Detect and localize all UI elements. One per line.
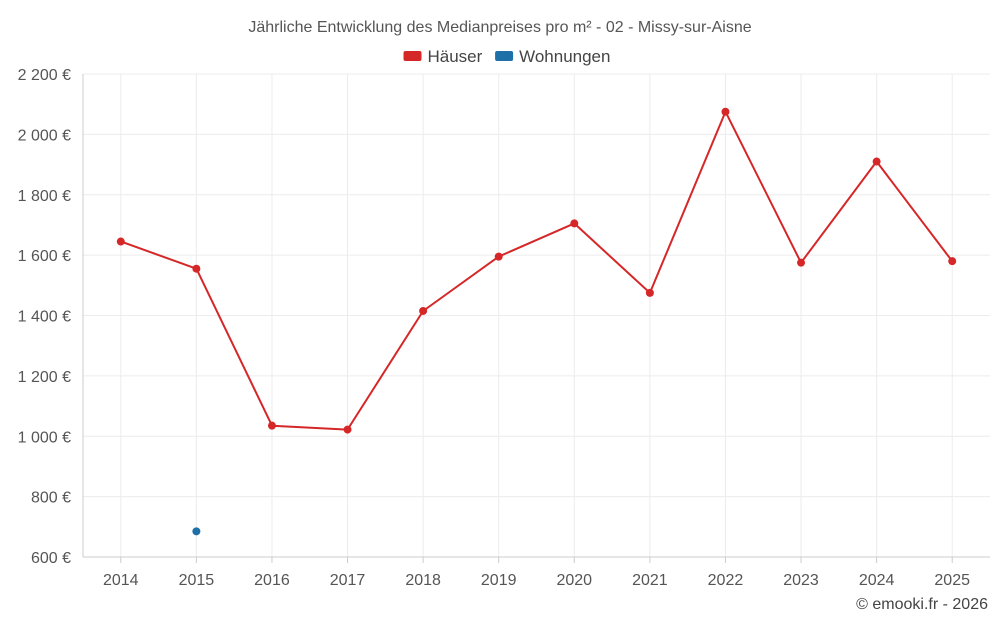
series-1 [192, 527, 201, 536]
x-tick-label: 2016 [254, 572, 290, 589]
series-0-point[interactable] [721, 107, 730, 116]
x-tick-label: 2018 [405, 572, 441, 589]
x-tick-label: 2025 [934, 572, 970, 589]
y-tick-label: 600 € [31, 550, 71, 567]
axes: 600 € 800 € 1 000 € 1 200 € 1 400 € 1 600 € 1 … [18, 67, 990, 589]
series-layer [116, 107, 957, 536]
series-0-point[interactable] [797, 258, 806, 267]
x-tick-label: 2021 [632, 572, 668, 589]
x-tick-label: 2019 [481, 572, 517, 589]
y-tick-label: 1 200 € [18, 369, 71, 386]
series-0-point[interactable] [948, 257, 957, 266]
legend-item-1[interactable]: Wohnungen [495, 47, 610, 66]
legend-swatch [403, 51, 422, 61]
x-tick-label: 2024 [859, 572, 895, 589]
series-0-point[interactable] [645, 288, 654, 297]
grid [83, 73, 990, 558]
legend-item-0[interactable]: Häuser [403, 47, 483, 66]
series-0-line [120, 110, 953, 431]
legend-label: Häuser [428, 47, 483, 66]
x-tick-label: 2020 [556, 572, 592, 589]
series-0-point[interactable] [343, 425, 352, 434]
y-tick-label: 1 400 € [18, 309, 71, 326]
legend-swatch [495, 51, 514, 61]
y-tick-label: 1 000 € [18, 429, 71, 446]
x-tick-label: 2014 [103, 572, 139, 589]
series-0-point[interactable] [192, 264, 201, 273]
chart-title: Jährliche Entwicklung des Medianpreises … [248, 19, 751, 36]
x-tick-label: 2023 [783, 572, 819, 589]
legend-label: Wohnungen [519, 47, 610, 66]
legend[interactable]: Häuser Wohnungen [403, 47, 611, 66]
series-0-point[interactable] [419, 306, 428, 315]
x-tick-label: 2015 [179, 572, 215, 589]
series-0-point[interactable] [267, 421, 276, 430]
y-tick-label: 1 600 € [18, 248, 71, 265]
y-tick-label: 1 800 € [18, 188, 71, 205]
series-0-point[interactable] [116, 237, 125, 246]
x-tick-label: 2017 [330, 572, 366, 589]
y-tick-label: 800 € [31, 490, 71, 507]
series-1-point[interactable] [192, 527, 201, 536]
series-0-point[interactable] [872, 157, 881, 166]
credit-label: © emooki.fr - 2026 [856, 596, 988, 613]
series-0 [116, 107, 957, 434]
series-0-point[interactable] [494, 252, 503, 261]
y-tick-label: 2 000 € [18, 127, 71, 144]
y-tick-label: 2 200 € [18, 67, 71, 84]
x-tick-label: 2022 [708, 572, 744, 589]
series-0-point[interactable] [570, 219, 579, 228]
